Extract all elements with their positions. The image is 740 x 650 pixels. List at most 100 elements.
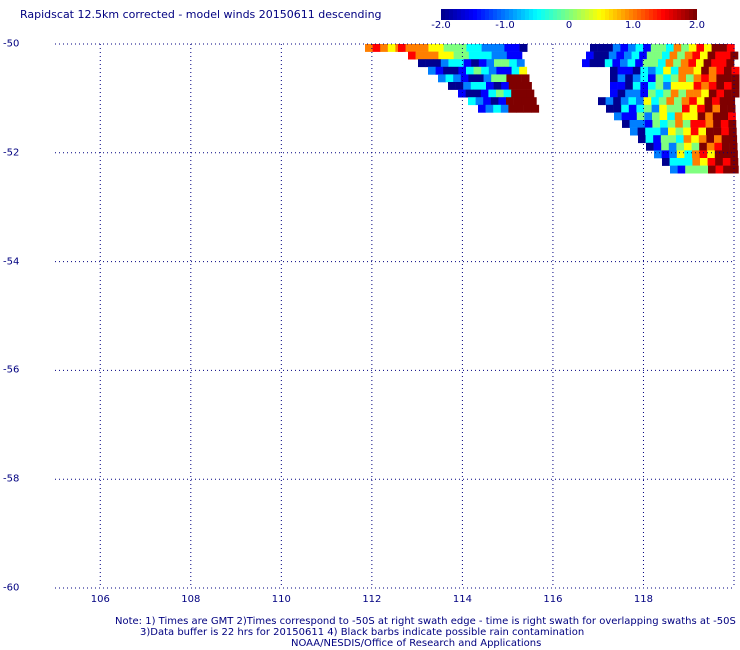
swath-cell bbox=[716, 89, 725, 98]
swath-cell bbox=[726, 44, 735, 52]
colorbar-segment bbox=[549, 9, 554, 20]
swath-cell bbox=[628, 97, 637, 106]
swath-cell bbox=[688, 59, 697, 68]
swath-cell bbox=[723, 165, 732, 174]
swath-cell bbox=[630, 127, 638, 136]
swath-cell bbox=[466, 44, 475, 52]
swath-cell bbox=[617, 82, 626, 90]
swath-cell bbox=[521, 97, 530, 106]
swath-cell bbox=[493, 104, 502, 113]
swath-cell bbox=[413, 44, 422, 52]
swath-cell bbox=[654, 51, 663, 60]
swath-cell bbox=[636, 112, 645, 121]
swath-cell bbox=[655, 74, 664, 83]
swath-cell bbox=[660, 120, 668, 128]
swath-cell bbox=[613, 104, 622, 113]
swath-cell bbox=[501, 82, 510, 90]
swath-cell bbox=[662, 158, 670, 166]
swath-cell bbox=[689, 104, 698, 113]
swath-cell bbox=[418, 59, 426, 68]
colorbar-segment bbox=[441, 9, 446, 20]
swath-cell bbox=[701, 74, 710, 83]
swath-cell bbox=[440, 59, 449, 68]
swath-cell bbox=[713, 127, 722, 136]
swath-cell bbox=[674, 104, 683, 113]
colorbar-segment bbox=[457, 9, 462, 20]
swath-cell bbox=[690, 127, 699, 136]
swath-cell bbox=[625, 66, 634, 75]
swath-cell bbox=[605, 97, 614, 106]
colorbar-segment bbox=[669, 9, 674, 20]
colorbar-tick-label: 0 bbox=[565, 20, 573, 31]
swath-cell bbox=[455, 82, 464, 90]
swath-cell bbox=[731, 89, 740, 98]
swath-cell bbox=[613, 97, 622, 106]
swath-cell bbox=[632, 74, 641, 83]
swath-cell bbox=[624, 51, 632, 60]
colorbar-segment bbox=[585, 9, 590, 20]
swath-cell bbox=[676, 150, 685, 159]
swath-cell bbox=[727, 97, 736, 106]
swath-cell bbox=[681, 97, 690, 106]
swath-cell bbox=[631, 51, 640, 60]
swath-cell bbox=[632, 66, 641, 75]
swath-cell bbox=[387, 44, 396, 52]
swath-cell bbox=[480, 89, 489, 98]
colorbar-segment bbox=[629, 9, 634, 20]
swath-cell bbox=[721, 135, 730, 144]
swath-cell bbox=[652, 127, 661, 136]
swath-cell bbox=[669, 51, 678, 60]
swath-cell bbox=[443, 44, 452, 52]
swath-cell bbox=[667, 112, 676, 121]
colorbar-segment bbox=[497, 9, 502, 20]
swath-cell bbox=[428, 66, 436, 75]
swath-cell bbox=[597, 44, 606, 52]
swath-cell bbox=[677, 165, 686, 174]
colorbar-segment bbox=[625, 9, 630, 20]
swath-cell bbox=[597, 59, 606, 68]
swath-cell bbox=[730, 158, 739, 166]
swath-cell bbox=[646, 142, 654, 151]
swath-cell bbox=[682, 120, 691, 128]
swath-cell bbox=[643, 97, 652, 106]
swath-cell bbox=[724, 89, 732, 98]
swath-cell bbox=[639, 51, 648, 60]
latitude-label: -58 bbox=[3, 473, 20, 485]
swath-cell bbox=[731, 74, 740, 83]
swath-cell bbox=[423, 51, 432, 60]
swath-cell bbox=[686, 89, 694, 98]
swath-cell bbox=[526, 89, 535, 98]
swath-cell bbox=[685, 165, 694, 174]
swath-cell bbox=[601, 51, 610, 60]
swath-cell bbox=[478, 59, 487, 68]
swath-cell bbox=[450, 66, 459, 75]
swath-cell bbox=[473, 66, 482, 75]
swath-cell bbox=[436, 44, 444, 52]
swath-cell bbox=[622, 120, 630, 128]
swath-cell bbox=[458, 44, 467, 52]
swath-cell bbox=[632, 82, 641, 90]
swath-cell bbox=[690, 112, 698, 121]
colorbar-segment bbox=[461, 9, 466, 20]
swath-cell bbox=[528, 97, 537, 106]
swath-cell bbox=[720, 104, 728, 113]
swath-cell bbox=[519, 66, 528, 75]
swath-cell bbox=[677, 158, 686, 166]
swath-cell bbox=[486, 82, 494, 90]
swath-cell bbox=[640, 66, 649, 75]
swath-cell bbox=[676, 142, 685, 151]
swath-cell bbox=[721, 127, 730, 136]
swath-cell bbox=[674, 97, 682, 106]
swath-cell bbox=[513, 97, 522, 106]
swath-cell bbox=[681, 44, 690, 52]
swath-cell bbox=[700, 51, 708, 60]
swath-cell bbox=[698, 135, 707, 144]
swath-cell bbox=[693, 89, 702, 98]
swath-cell bbox=[663, 66, 672, 75]
swath-cell bbox=[730, 150, 738, 159]
swath-cell bbox=[644, 120, 653, 128]
swath-cell bbox=[524, 82, 532, 90]
swath-cell bbox=[668, 127, 676, 136]
colorbar bbox=[441, 9, 697, 20]
swath-cell bbox=[428, 44, 437, 52]
